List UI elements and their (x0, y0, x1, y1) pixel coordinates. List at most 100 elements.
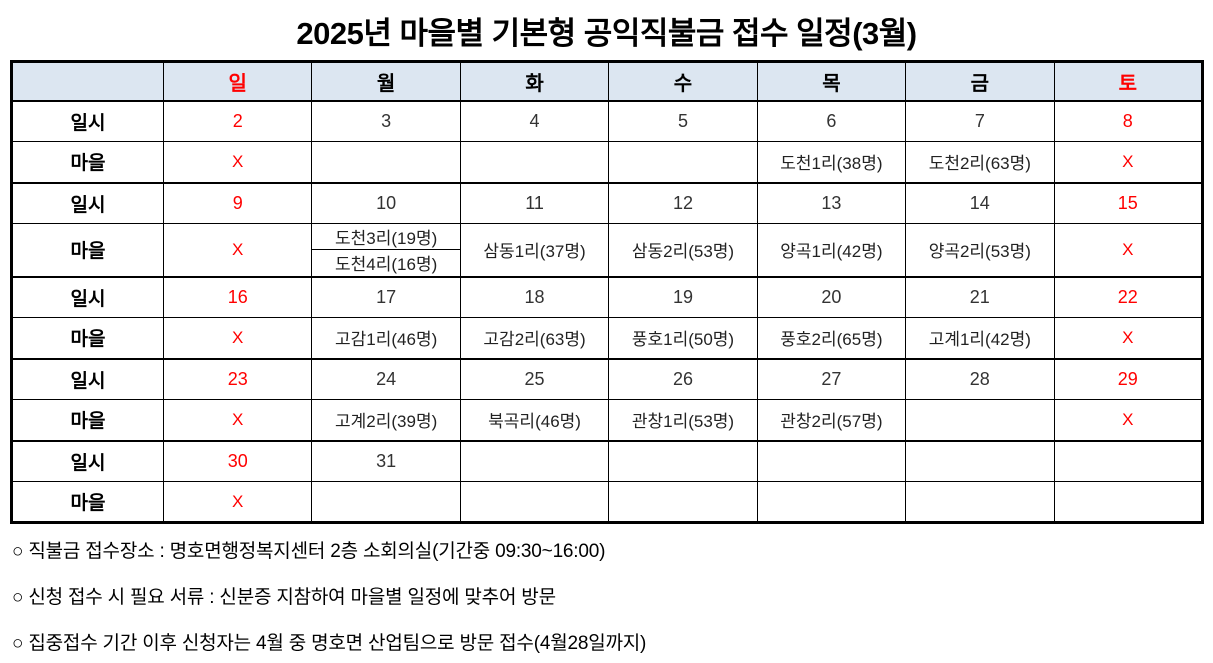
date-cell: 13 (756, 181, 907, 224)
village-cell: 풍호2리(65명) (756, 317, 907, 359)
row-label: 마을 (11, 317, 164, 359)
village-cell-split-bottom: 도천4리(16명) (312, 249, 460, 275)
date-cell (905, 439, 1055, 482)
date-cell: 18 (459, 275, 610, 318)
village-cell: 고계1리(42명) (905, 317, 1055, 359)
row-label: 마을 (11, 481, 164, 523)
village-cell: X (1053, 141, 1204, 183)
date-cell: 5 (608, 99, 758, 142)
village-cell (905, 399, 1055, 441)
note-late-application: ○ 집중접수 기간 이후 신청자는 4월 중 명호면 산업팀으로 방문 접수(4… (12, 633, 647, 654)
date-cell: 23 (162, 357, 313, 400)
corner-header-cell (11, 61, 164, 102)
village-cell (459, 481, 610, 523)
date-cell (459, 439, 610, 482)
weekday-header-sun: 일 (162, 61, 313, 102)
row-label: 일시 (11, 357, 164, 400)
date-cell: 12 (608, 181, 758, 224)
village-cell (311, 141, 461, 183)
date-row-week5: 일시 30 31 (11, 439, 1204, 482)
village-cell: X (1053, 399, 1204, 441)
date-row-week3: 일시 16 17 18 19 20 21 22 (11, 275, 1204, 318)
date-row-week2: 일시 9 10 11 12 13 14 15 (11, 181, 1204, 224)
village-cell-split-top: 도천3리(19명) (335, 229, 438, 249)
row-label: 일시 (11, 99, 164, 142)
date-cell: 10 (311, 181, 461, 224)
village-cell (756, 481, 907, 523)
date-cell: 16 (162, 275, 313, 318)
village-cell: 도천1리(38명) (756, 141, 907, 183)
date-row-week4: 일시 23 24 25 26 27 28 29 (11, 357, 1204, 400)
date-cell: 7 (905, 99, 1055, 142)
weekday-header-fri: 금 (905, 61, 1055, 102)
date-cell: 21 (905, 275, 1055, 318)
date-cell: 29 (1053, 357, 1204, 400)
schedule-table: 일 월 화 수 목 금 토 일시 2 3 4 5 6 7 8 마을 X 도천1리… (10, 60, 1204, 524)
date-cell: 17 (311, 275, 461, 318)
date-row-week1: 일시 2 3 4 5 6 7 8 (11, 99, 1204, 142)
date-cell: 3 (311, 99, 461, 142)
village-cell: 풍호1리(50명) (608, 317, 758, 359)
weekday-header-mon: 월 (311, 61, 461, 102)
village-row-week2: 마을 X 도천3리(19명) 도천4리(16명) 삼동1리(37명) 삼동2리(… (11, 223, 1204, 277)
village-cell: 삼동1리(37명) (459, 223, 610, 277)
date-cell: 6 (756, 99, 907, 142)
date-cell: 31 (311, 439, 461, 482)
village-cell: 삼동2리(53명) (608, 223, 758, 277)
village-cell: 관창2리(57명) (756, 399, 907, 441)
village-cell: X (162, 223, 313, 277)
village-cell: X (162, 399, 313, 441)
row-label: 마을 (11, 399, 164, 441)
village-cell (905, 481, 1055, 523)
note-required-documents: ○ 신청 접수 시 필요 서류 : 신분증 지참하여 마을별 일정에 맞추어 방… (12, 587, 556, 608)
date-cell: 25 (459, 357, 610, 400)
row-label: 일시 (11, 181, 164, 224)
village-cell (459, 141, 610, 183)
date-cell: 30 (162, 439, 313, 482)
village-cell: 고계2리(39명) (311, 399, 461, 441)
page-title: 2025년 마을별 기본형 공익직불금 접수 일정(3월) (296, 16, 917, 51)
date-cell: 8 (1053, 99, 1204, 142)
row-label: 마을 (11, 223, 164, 277)
village-cell: 북곡리(46명) (459, 399, 610, 441)
village-cell (608, 141, 758, 183)
note-reception-location: ○ 직불금 접수장소 : 명호면행정복지센터 2층 소회의실(기간중 09:30… (12, 541, 606, 562)
village-cell-split: 도천3리(19명) 도천4리(16명) (311, 223, 461, 277)
weekday-header-sat: 토 (1053, 61, 1204, 102)
date-cell: 4 (459, 99, 610, 142)
date-cell: 9 (162, 181, 313, 224)
row-label: 일시 (11, 275, 164, 318)
date-cell (1053, 439, 1204, 482)
notes-section: ○ 직불금 접수장소 : 명호면행정복지센터 2층 소회의실(기간중 09:30… (12, 536, 1213, 655)
date-cell: 14 (905, 181, 1055, 224)
village-cell: 관창1리(53명) (608, 399, 758, 441)
village-cell: X (162, 141, 313, 183)
village-row-week1: 마을 X 도천1리(38명) 도천2리(63명) X (11, 141, 1204, 183)
date-cell: 15 (1053, 181, 1204, 224)
village-cell: 양곡2리(53명) (905, 223, 1055, 277)
village-cell (311, 481, 461, 523)
date-cell: 20 (756, 275, 907, 318)
date-cell: 22 (1053, 275, 1204, 318)
weekday-header-row: 일 월 화 수 목 금 토 (11, 61, 1204, 102)
village-cell: X (1053, 223, 1204, 277)
weekday-header-tue: 화 (459, 61, 610, 102)
village-row-week5: 마을 X (11, 481, 1204, 523)
village-cell: X (162, 317, 313, 359)
village-cell: 고감1리(46명) (311, 317, 461, 359)
date-cell (608, 439, 758, 482)
village-cell: X (1053, 317, 1204, 359)
weekday-header-thu: 목 (756, 61, 907, 102)
village-cell: 고감2리(63명) (459, 317, 610, 359)
date-cell: 27 (756, 357, 907, 400)
row-label: 마을 (11, 141, 164, 183)
date-cell: 2 (162, 99, 313, 142)
village-row-week3: 마을 X 고감1리(46명) 고감2리(63명) 풍호1리(50명) 풍호2리(… (11, 317, 1204, 359)
village-cell (608, 481, 758, 523)
date-cell: 19 (608, 275, 758, 318)
date-cell (756, 439, 907, 482)
weekday-header-wed: 수 (608, 61, 758, 102)
village-row-week4: 마을 X 고계2리(39명) 북곡리(46명) 관창1리(53명) 관창2리(5… (11, 399, 1204, 441)
date-cell: 26 (608, 357, 758, 400)
date-cell: 11 (459, 181, 610, 224)
